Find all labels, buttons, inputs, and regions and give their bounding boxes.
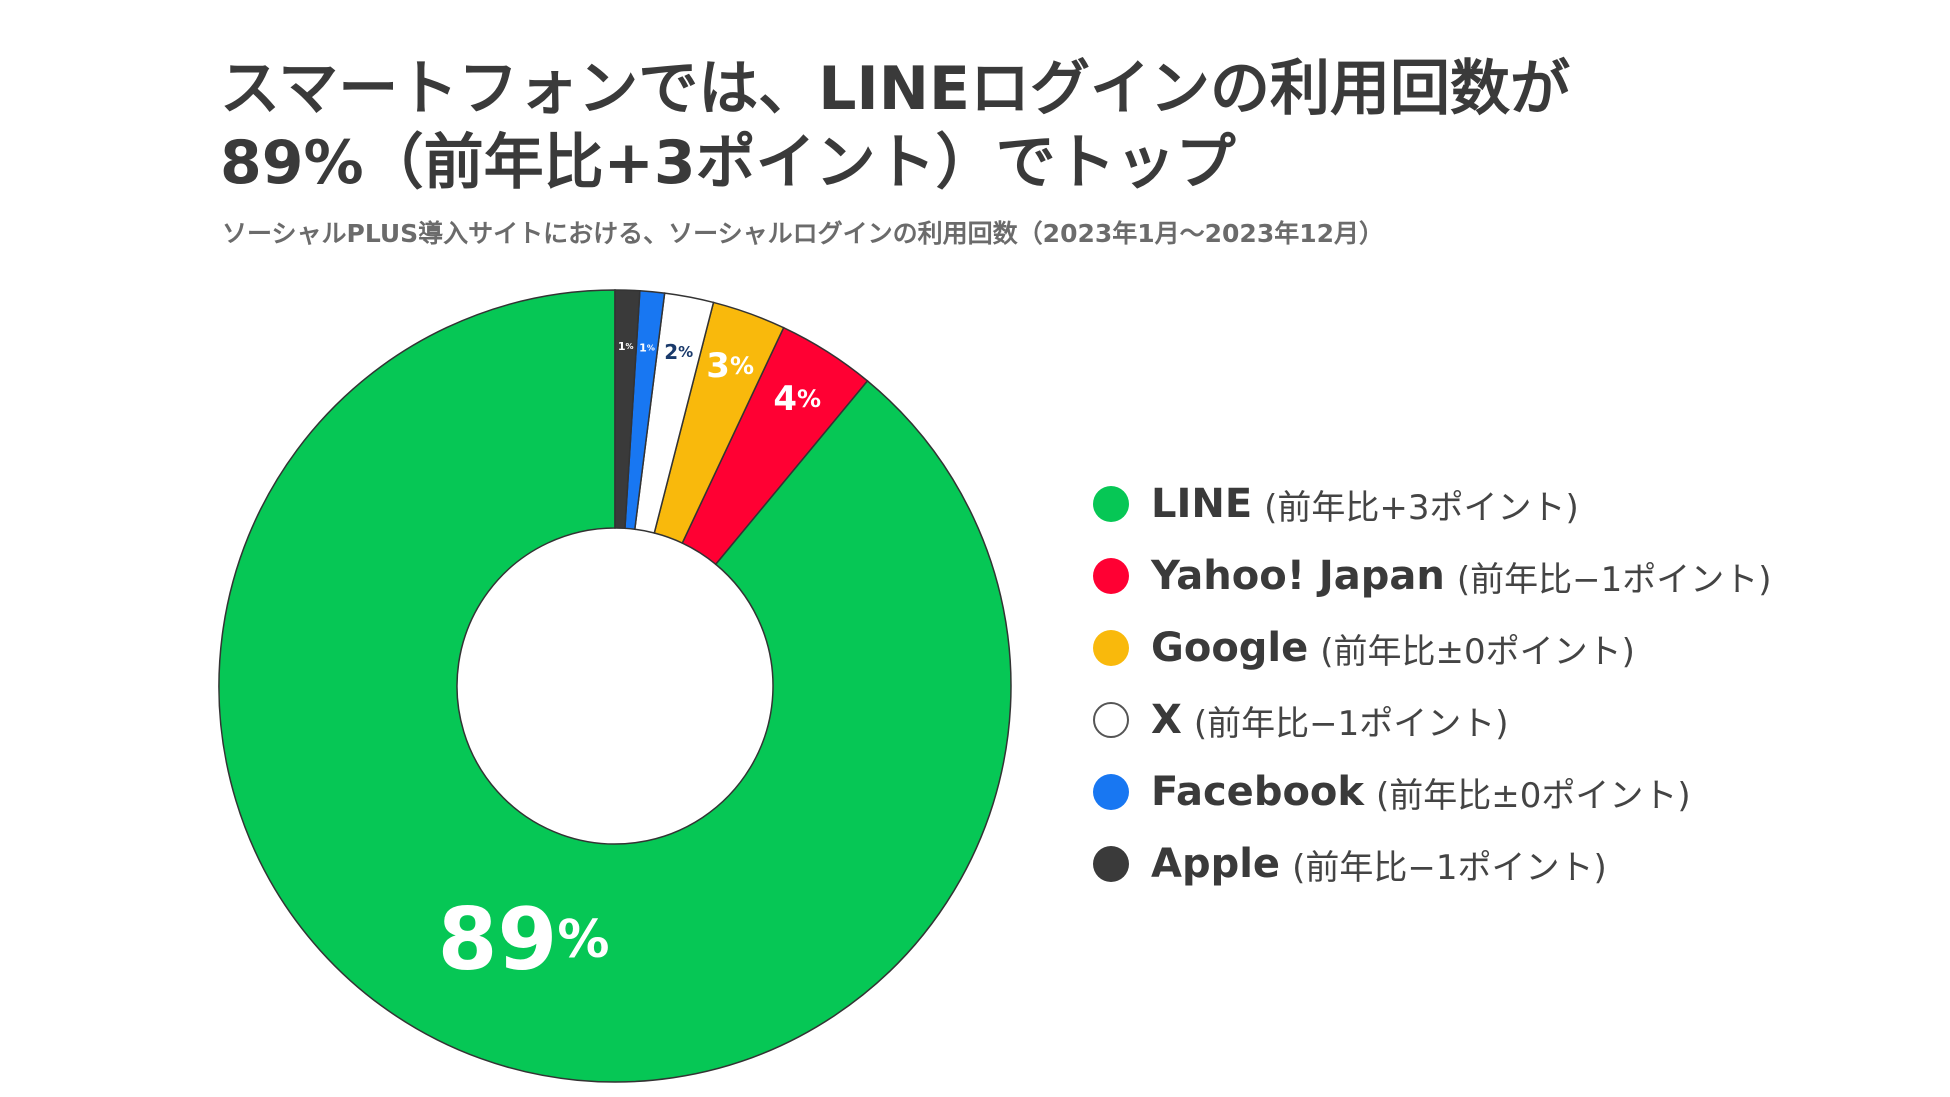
chart-title: スマートフォンでは、LINEログインの利用回数が 89%（前年比+3ポイント）で… <box>220 52 1860 200</box>
value-label-yahoo-japan: 4% <box>773 379 821 419</box>
slice-line <box>218 289 1012 1083</box>
legend-item-google: Google (前年比±0ポイント) <box>1093 612 1772 684</box>
value-label-apple: 1% <box>618 340 634 353</box>
legend-swatch-facebook <box>1093 774 1129 810</box>
legend: LINE (前年比+3ポイント) Yahoo! Japan (前年比−1ポイント… <box>1093 468 1772 900</box>
legend-label-apple: Apple <box>1151 841 1281 887</box>
value-label-line: 89% <box>438 890 610 990</box>
legend-item-apple: Apple (前年比−1ポイント) <box>1093 828 1772 900</box>
legend-swatch-yahoo-japan <box>1093 558 1129 594</box>
value-label-google: 3% <box>706 346 754 386</box>
legend-label-x: X <box>1151 697 1182 743</box>
chart-subtitle: ソーシャルPLUS導入サイトにおける、ソーシャルログインの利用回数（2023年1… <box>222 219 1385 248</box>
legend-swatch-x <box>1093 702 1129 738</box>
legend-item-x: X (前年比−1ポイント) <box>1093 684 1772 756</box>
legend-note-yahoo-japan: (前年比−1ポイント) <box>1456 559 1772 600</box>
legend-note-line: (前年比+3ポイント) <box>1264 487 1579 528</box>
legend-label-yahoo-japan: Yahoo! Japan <box>1151 553 1445 599</box>
slice-apple <box>614 289 641 530</box>
legend-note-apple: (前年比−1ポイント) <box>1292 847 1607 888</box>
legend-label-line: LINE <box>1151 481 1253 527</box>
legend-swatch-line <box>1093 486 1129 522</box>
legend-item-line: LINE (前年比+3ポイント) <box>1093 468 1772 540</box>
title-line-2: 89%（前年比+3ポイント）でトップ <box>220 128 1236 198</box>
legend-label-google: Google <box>1151 625 1309 671</box>
legend-note-facebook: (前年比±0ポイント) <box>1376 775 1691 816</box>
legend-note-x: (前年比−1ポイント) <box>1193 703 1509 744</box>
legend-label-facebook: Facebook <box>1151 769 1365 815</box>
value-label-facebook: 1% <box>639 341 655 354</box>
legend-swatch-google <box>1093 630 1129 666</box>
legend-swatch-apple <box>1093 846 1129 882</box>
legend-note-google: (前年比±0ポイント) <box>1320 631 1635 672</box>
title-line-1: スマートフォンでは、LINEログインの利用回数が <box>220 54 1570 124</box>
value-label-x: 2% <box>664 340 693 364</box>
legend-item-facebook: Facebook (前年比±0ポイント) <box>1093 756 1772 828</box>
legend-item-yahoo-japan: Yahoo! Japan (前年比−1ポイント) <box>1093 540 1772 612</box>
